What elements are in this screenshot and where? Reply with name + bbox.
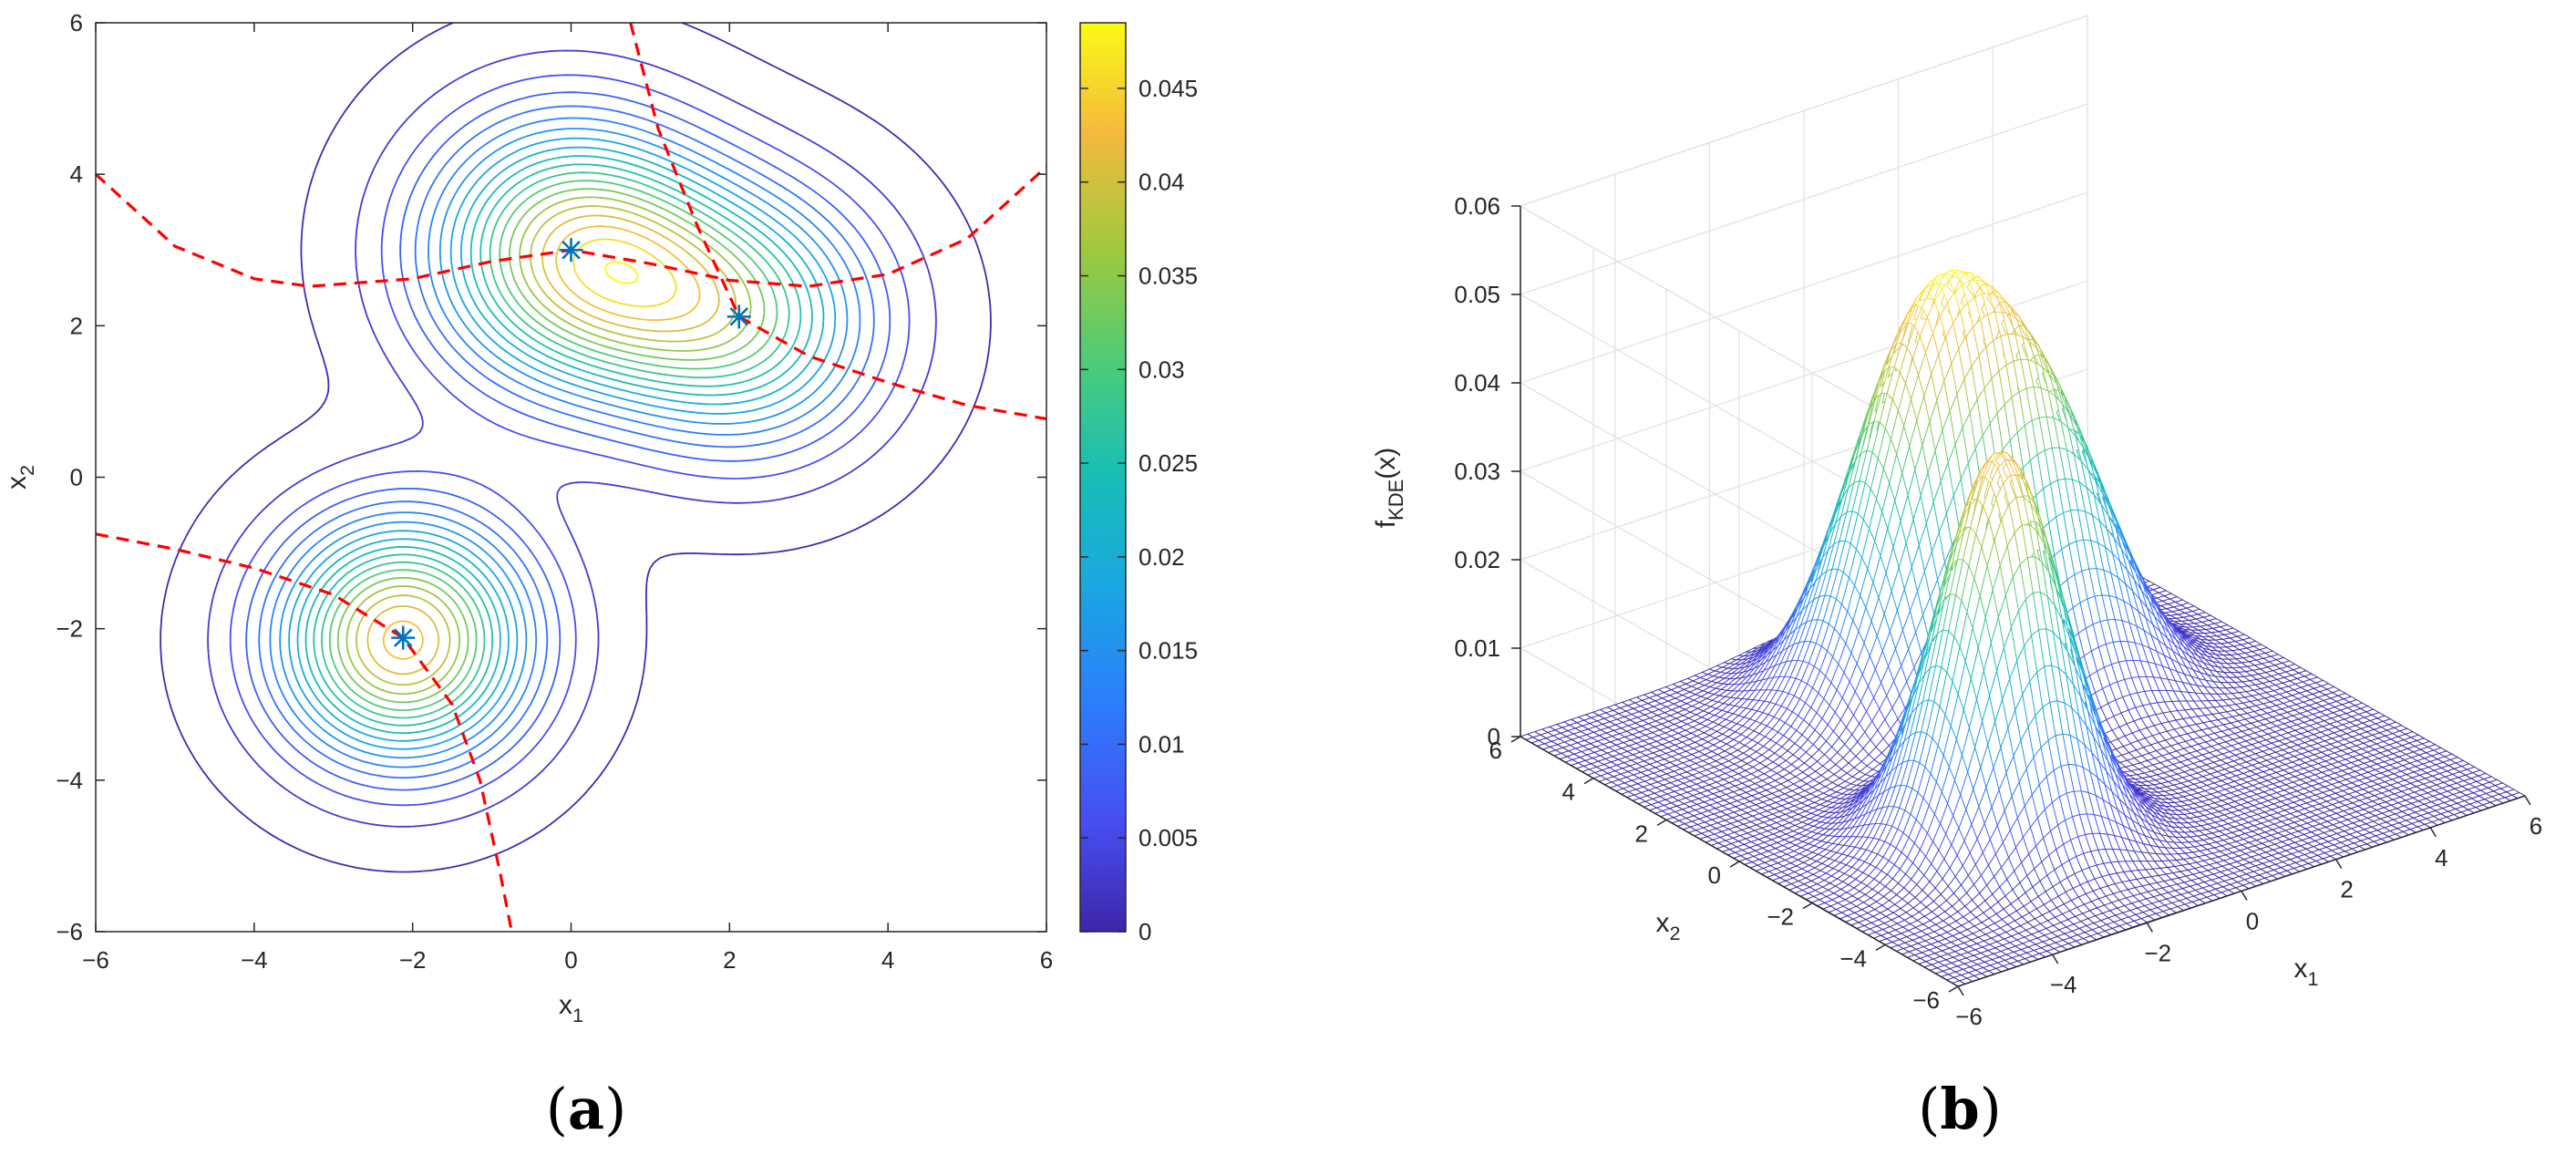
contour-level-19 — [572, 238, 677, 307]
y-tick-label: −6 — [56, 918, 83, 945]
colorbar: 0 0.005 0.01 0.015 0.02 0.025 0.03 0.035 0.04 0.0… — [1079, 22, 1198, 945]
x-tick-label: −6 — [82, 946, 109, 974]
contour-ticks: −6 −4 −2 0 2 4 6 −6 −4 −2 0 2 4 6 — [56, 9, 1053, 974]
contour-level-17 — [366, 214, 720, 675]
y-tick-label: −4 — [56, 767, 83, 794]
y-tick-label: −2 — [56, 615, 83, 643]
contour-level-20 — [604, 261, 639, 284]
colorbar-tick-label: 0.01 — [1139, 730, 1185, 758]
markers — [391, 238, 751, 650]
contour-panel: −6 −4 −2 0 2 4 6−6−4−20246x1x200.0050.010.0150… — [2, 9, 1198, 1026]
colorbar-tick-label: 0.005 — [1139, 824, 1198, 851]
surface-mesh — [1519, 269, 2527, 987]
contour-level-6 — [269, 117, 861, 768]
contour-level-16 — [355, 205, 737, 686]
surface-panel: −6−4−20246−6−4−2024600.010.020.030.040.0… — [1371, 15, 2542, 1030]
contour-level-11 — [313, 163, 802, 727]
y-tick-label: 4 — [70, 160, 83, 188]
box-edge — [1520, 15, 2088, 207]
x-tick-label: 2 — [723, 946, 736, 974]
colorbar-tick-label: 0.04 — [1139, 169, 1185, 196]
colorbar-gradient — [1079, 22, 1127, 933]
y-axis-label: x2 — [2, 465, 38, 490]
backwall-grid-z — [1520, 191, 2088, 384]
colorbar-tick-label: 0.045 — [1139, 75, 1198, 102]
y-tick-label: 0 — [70, 464, 83, 491]
dashed-curve-3 — [95, 532, 513, 933]
mode-marker-1 — [559, 238, 583, 263]
x-tick-label: −4 — [241, 946, 268, 974]
contour-level-4 — [245, 91, 891, 791]
x-axis-label: x1 — [559, 990, 583, 1026]
x-tick-label: 6 — [1040, 946, 1053, 974]
colorbar-tick-label: 0.025 — [1139, 449, 1198, 477]
contour-level-13 — [328, 180, 778, 711]
x-tick-label: 0 — [564, 946, 577, 974]
contour-lines — [160, 22, 992, 873]
contour-level-9 — [296, 146, 825, 742]
contour-level-15 — [345, 196, 752, 696]
contour-level-14 — [336, 188, 766, 704]
contour-level-2 — [207, 49, 937, 828]
mode-marker-2 — [726, 304, 751, 329]
colorbar-tick-label: 0 — [1139, 918, 1151, 945]
mode-marker-3 — [391, 625, 416, 650]
contour-level-7 — [279, 128, 849, 759]
dashed-curve-2 — [629, 22, 1047, 421]
x-tick-label: −2 — [399, 946, 427, 974]
colorbar-tick-label: 0.03 — [1139, 356, 1185, 383]
y-tick-label: 6 — [70, 9, 83, 36]
contour-plot-area — [96, 23, 1046, 932]
colorbar-tick-label: 0.02 — [1139, 543, 1185, 571]
backwall-grid-z — [1520, 103, 2088, 295]
y-tick-label: 2 — [70, 312, 83, 339]
contour-level-1 — [160, 22, 992, 873]
colorbar-tick-label: 0.015 — [1139, 637, 1198, 665]
contour-level-8 — [288, 137, 837, 750]
contour-level-10 — [304, 155, 813, 735]
contour-level-5 — [258, 105, 875, 779]
x-tick-label: 4 — [881, 946, 894, 974]
contour-level-3 — [229, 74, 911, 807]
colorbar-tick-label: 0.035 — [1139, 263, 1198, 290]
